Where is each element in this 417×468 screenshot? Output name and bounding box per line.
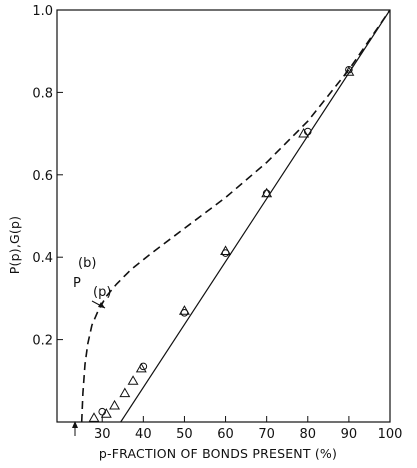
x-tick-label: 30 bbox=[94, 427, 111, 442]
axis-labels: 30 40 50 60 70 80 90 100 0.2 0.4 0.6 0.8 1.0 bbox=[32, 4, 402, 442]
curve-label-argument: (p) bbox=[93, 285, 111, 300]
circle-data-point bbox=[345, 65, 353, 74]
triangle-data-point bbox=[343, 66, 355, 76]
triangle-data-point bbox=[127, 375, 139, 385]
triangle-data-point bbox=[109, 399, 121, 410]
plot-frame bbox=[56, 9, 391, 423]
percolation-threshold-arrow bbox=[72, 421, 78, 436]
dashed-series-line bbox=[80, 9, 391, 423]
circle-data-point bbox=[303, 127, 312, 136]
x-axis-title: p-FRACTION OF BONDS PRESENT (%) bbox=[99, 446, 337, 461]
x-tick-label: 70 bbox=[258, 427, 275, 442]
circle-data-point bbox=[139, 362, 148, 371]
circle-data-point bbox=[221, 249, 230, 257]
triangle-data-point bbox=[100, 408, 112, 418]
y-tick-label: 0.6 bbox=[32, 169, 53, 184]
x-tick-label: 60 bbox=[217, 427, 234, 442]
x-tick-label: 40 bbox=[135, 427, 152, 442]
data-markers bbox=[88, 65, 355, 422]
x-tick-label: 90 bbox=[341, 427, 358, 442]
x-tick-label: 50 bbox=[176, 427, 193, 442]
solid-series-line bbox=[120, 9, 391, 423]
triangle-data-point bbox=[298, 127, 310, 138]
axis-ticks bbox=[57, 9, 391, 422]
y-tick-label: 0.2 bbox=[32, 334, 53, 349]
y-tick-label: 1.0 bbox=[32, 4, 53, 19]
circle-data-point bbox=[262, 189, 271, 198]
plot-border bbox=[56, 9, 391, 423]
circle-data-point bbox=[180, 309, 189, 317]
x-tick-label: 80 bbox=[300, 427, 317, 442]
y-tick-label: 0.8 bbox=[32, 86, 53, 101]
y-tick-label: 0.4 bbox=[32, 251, 53, 266]
y-axis-title: P(p),G(p) bbox=[7, 216, 22, 274]
triangle-data-point bbox=[88, 412, 100, 422]
triangle-data-point bbox=[135, 362, 147, 373]
curve-label-arrow bbox=[91, 300, 106, 309]
curve-label-superscript: (b) bbox=[78, 256, 96, 271]
circle-data-point bbox=[98, 407, 107, 416]
series-lines bbox=[80, 9, 391, 423]
triangle-data-point bbox=[119, 387, 131, 398]
curve-label-main: P bbox=[73, 276, 81, 291]
x-tick-label: 100 bbox=[378, 427, 403, 442]
